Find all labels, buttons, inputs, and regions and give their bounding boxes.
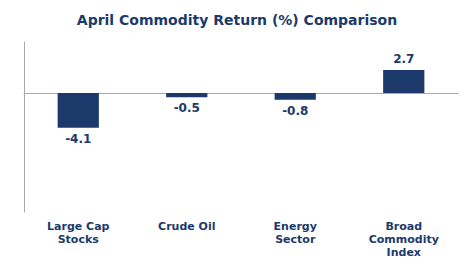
svg-text:-0.8: -0.8 (282, 104, 308, 118)
svg-text:-0.5: -0.5 (174, 101, 200, 115)
svg-text:Commodity: Commodity (369, 233, 439, 246)
svg-text:Large Cap: Large Cap (47, 220, 110, 233)
svg-text:2.7: 2.7 (393, 52, 414, 66)
svg-text:Stocks: Stocks (58, 233, 100, 246)
svg-text:April Commodity Return (%) Com: April Commodity Return (%) Comparison (77, 12, 397, 28)
svg-text:Index: Index (387, 246, 421, 259)
svg-text:Energy: Energy (274, 220, 317, 233)
svg-text:Broad: Broad (385, 220, 422, 233)
svg-text:Crude Oil: Crude Oil (158, 220, 215, 233)
svg-text:-4.1: -4.1 (65, 132, 91, 146)
svg-text:Sector: Sector (275, 233, 316, 246)
